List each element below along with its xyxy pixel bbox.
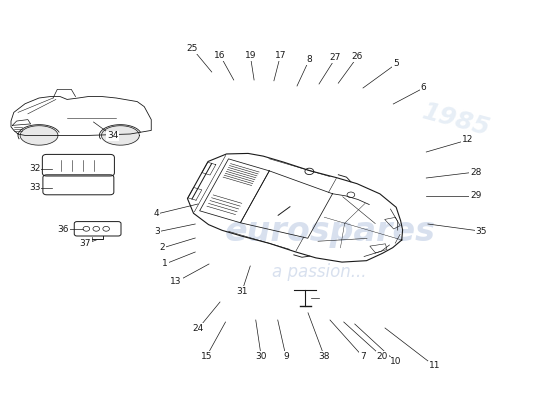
Text: 2: 2: [160, 244, 165, 252]
Text: a passion...: a passion...: [272, 263, 366, 281]
Text: 25: 25: [187, 44, 198, 53]
Text: 33: 33: [29, 184, 40, 192]
Text: 3: 3: [154, 228, 160, 236]
Text: 37: 37: [80, 240, 91, 248]
Text: 17: 17: [275, 51, 286, 60]
Text: 28: 28: [470, 168, 481, 176]
Text: 10: 10: [390, 358, 402, 366]
Text: 27: 27: [330, 54, 341, 62]
Text: 20: 20: [377, 352, 388, 361]
Text: 29: 29: [470, 192, 481, 200]
Polygon shape: [102, 126, 139, 145]
Text: 30: 30: [256, 352, 267, 361]
Polygon shape: [20, 126, 58, 145]
Text: 32: 32: [29, 164, 40, 173]
Text: 31: 31: [236, 287, 248, 296]
Text: 24: 24: [192, 324, 204, 333]
Text: 1: 1: [162, 260, 168, 268]
Text: 35: 35: [476, 227, 487, 236]
Text: 12: 12: [462, 136, 473, 144]
Text: 34: 34: [107, 132, 118, 140]
Text: 16: 16: [214, 51, 225, 60]
Text: 4: 4: [154, 210, 160, 218]
Text: 26: 26: [352, 52, 363, 61]
Text: 7: 7: [360, 352, 366, 361]
Text: 6: 6: [421, 84, 426, 92]
Text: 19: 19: [245, 51, 256, 60]
Text: 8: 8: [306, 56, 312, 64]
Text: 5: 5: [393, 60, 399, 68]
Text: 38: 38: [319, 352, 330, 361]
Text: 15: 15: [201, 352, 212, 361]
Text: 13: 13: [170, 278, 182, 286]
Text: 36: 36: [58, 225, 69, 234]
Text: 1985: 1985: [420, 100, 493, 140]
Text: eurospares: eurospares: [224, 216, 436, 248]
Text: 9: 9: [283, 352, 289, 361]
Text: 11: 11: [429, 362, 440, 370]
